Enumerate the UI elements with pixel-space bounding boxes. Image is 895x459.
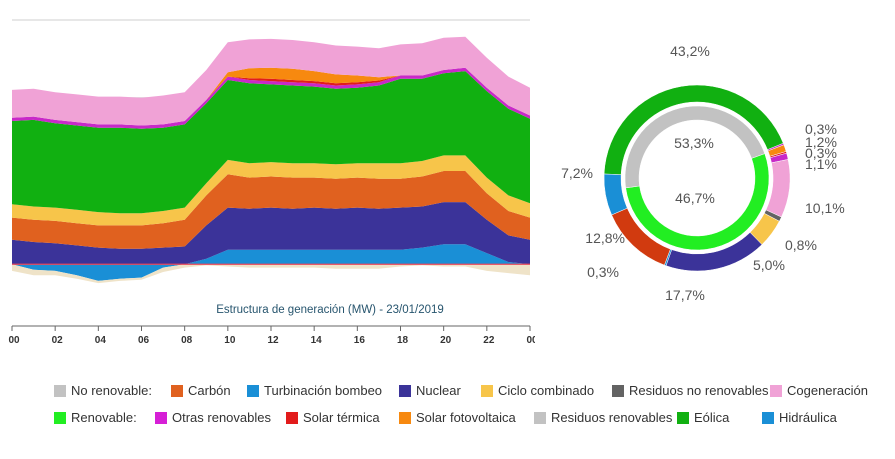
x-tick-label: 12 [267, 335, 279, 346]
outer-slice-label: 7,2% [561, 165, 593, 181]
x-tick-label: 10 [224, 335, 236, 346]
legend-item[interactable]: Solar térmica [286, 410, 380, 425]
x-tick-label: 14 [311, 335, 323, 346]
outer-slice [603, 173, 628, 216]
outer-slice-label: 0,3% [805, 121, 837, 137]
inner-slice-label: 53,3% [674, 135, 714, 151]
legend-swatch [247, 384, 259, 397]
x-tick-label: 20 [440, 335, 452, 346]
outer-slice-label: 12,8% [585, 230, 625, 246]
legend-swatch [762, 411, 774, 424]
legend-swatch [155, 411, 167, 424]
legend-swatch [286, 411, 298, 424]
legend-label: Eólica [694, 410, 730, 425]
legend-label: Residuos renovables [551, 410, 673, 425]
generation-donut-chart: 0,3%1,2%0,3%1,1%10,1%0,8%5,0%17,7%0,3%12… [561, 43, 845, 303]
x-tick-label: 16 [354, 335, 366, 346]
outer-slice-label: 1,1% [805, 156, 837, 172]
legend-swatch [612, 384, 624, 397]
legend-label: Solar térmica [303, 410, 380, 425]
x-axis: 00 02 04 06 08 10 12 14 16 18 20 22 00 [8, 325, 535, 346]
legend-item[interactable]: Residuos renovables [534, 410, 672, 425]
area-series-eólica [12, 71, 530, 214]
legend-item[interactable]: Renovable: [54, 410, 137, 425]
outer-slice-label: 1,2% [805, 134, 837, 150]
legend-swatch [534, 411, 546, 424]
area-series-ciclo-combinado [12, 155, 530, 226]
area-series-otras-renovables [12, 67, 530, 129]
x-tick-label: 02 [52, 335, 64, 346]
legend-label: Nuclear [416, 383, 461, 398]
legend-item[interactable]: Cogeneración [770, 383, 868, 398]
legend-item[interactable]: Ciclo combinado [481, 383, 594, 398]
legend-swatch [677, 411, 689, 424]
outer-slice-label: 17,7% [665, 287, 705, 303]
legend-label: Cogeneración [787, 383, 868, 398]
legend-item[interactable]: Residuos no renovables [612, 383, 768, 398]
donut-labels: 0,3%1,2%0,3%1,1%10,1%0,8%5,0%17,7%0,3%12… [561, 43, 845, 303]
legend-label: Solar fotovoltaica [416, 410, 516, 425]
outer-slice-label: 0,3% [805, 145, 837, 161]
x-tick-label: 00 [526, 335, 535, 346]
legend-swatch [481, 384, 493, 397]
legend-swatch [399, 384, 411, 397]
legend-item[interactable]: Nuclear [399, 383, 461, 398]
area-negative-turbinación-bombeo [12, 264, 530, 281]
legend-label: Hidráulica [779, 410, 837, 425]
generation-area-chart: 00 02 04 06 08 10 12 14 16 18 20 22 00 Estructura de… [8, 19, 535, 346]
legend-item[interactable]: Turbinación bombeo [247, 383, 382, 398]
inner-slice-label: 46,7% [675, 190, 715, 206]
legend-label: Renovable: [71, 410, 137, 425]
area-series-solar-térmica [12, 67, 530, 126]
area-series-nuclear [12, 202, 530, 265]
inner-slice [624, 105, 766, 189]
x-tick-label: 08 [181, 335, 193, 346]
x-tick-label: 22 [483, 335, 495, 346]
area-series-turbinación-bombeo [12, 244, 530, 265]
outer-slice-label: 5,0% [753, 257, 785, 273]
stacked-area-layers [12, 36, 530, 284]
chart-title: Estructura de generación (MW) - 23/01/20… [216, 304, 444, 316]
outer-slice-label: 43,2% [670, 43, 710, 59]
legend-item[interactable]: Eólica [677, 410, 729, 425]
x-tick-label: 04 [95, 335, 107, 346]
legend-label: No renovable: [71, 383, 152, 398]
legend-item[interactable]: Solar fotovoltaica [399, 410, 516, 425]
x-tick-label: 18 [397, 335, 409, 346]
inner-ring [624, 105, 770, 251]
legend-item[interactable]: Carbón [171, 383, 231, 398]
legend-item[interactable]: Hidráulica [762, 410, 837, 425]
legend-swatch [54, 411, 66, 424]
legend-label: Carbón [188, 383, 231, 398]
area-negative-consumo-bombeo [12, 264, 530, 284]
legend-item[interactable]: No renovable: [54, 383, 152, 398]
outer-slice [603, 84, 784, 175]
outer-slice-label: 0,8% [785, 237, 817, 253]
legend-swatch [770, 384, 782, 397]
legend-label: Turbinación bombeo [264, 383, 383, 398]
outer-slice-label: 10,1% [805, 200, 845, 216]
area-series-cogeneración [12, 36, 530, 126]
outer-ring [603, 84, 791, 272]
legend-swatch [54, 384, 66, 397]
legend-label: Ciclo combinado [498, 383, 595, 398]
legend-swatch [399, 411, 411, 424]
x-tick-label: 06 [138, 335, 150, 346]
legend-label: Otras renovables [172, 410, 271, 425]
legend-label: Residuos no renovables [629, 383, 769, 398]
outer-slice [765, 159, 791, 218]
area-series-carbón [12, 171, 530, 249]
outer-slice-label: 0,3% [587, 264, 619, 280]
legend-swatch [171, 384, 183, 397]
legend-item[interactable]: Otras renovables [155, 410, 271, 425]
x-tick-label: 00 [8, 335, 20, 346]
